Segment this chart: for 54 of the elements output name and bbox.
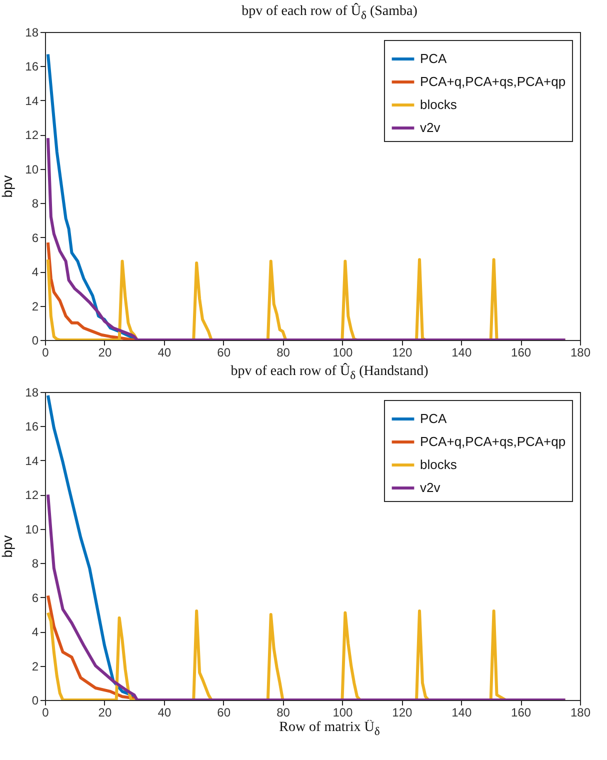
- y-tick-label: 10: [25, 522, 39, 536]
- y-axis-title: bpv: [0, 175, 16, 198]
- y-tick-label: 4: [32, 625, 39, 640]
- y-tick-label: 8: [32, 556, 39, 571]
- y-tick-label: 0: [32, 334, 39, 348]
- y-tick-label: 18: [25, 26, 39, 40]
- x-tick-label: 120: [392, 346, 412, 360]
- y-tick-label: 0: [32, 694, 39, 708]
- x-tick-label: 180: [570, 706, 591, 720]
- legend-label: v2v: [420, 480, 441, 495]
- x-tick-label: 60: [217, 346, 231, 360]
- x-tick-label: 0: [42, 346, 50, 360]
- chart-title: bpv of each row of Û$_{δ}$ (Handstand): [230, 362, 430, 382]
- x-tick-label: 160: [511, 346, 532, 360]
- x-tick-label: 140: [452, 346, 472, 360]
- x-tick-label: 80: [276, 706, 290, 720]
- x-tick-label: 20: [98, 706, 112, 720]
- legend-label: PCA+q,PCA+qs,PCA+qp: [420, 74, 566, 89]
- y-tick-label: 2: [32, 659, 39, 674]
- x-tick-label: 160: [511, 706, 532, 720]
- x-tick-label: 60: [217, 706, 231, 720]
- x-tick-label: 100: [332, 706, 354, 720]
- chart-title: bpv of each row of Û$_{δ}$ (Samba): [240, 2, 418, 22]
- line-series: [46, 493, 567, 700]
- y-axis-title: bpv: [0, 535, 16, 558]
- x-tick-label: 180: [570, 346, 591, 360]
- y-tick-label: 12: [25, 128, 39, 142]
- x-tick-label: 120: [392, 706, 412, 720]
- line-series: [46, 136, 567, 340]
- y-tick-label: 18: [25, 386, 39, 400]
- y-tick-label: 12: [25, 488, 39, 502]
- legend-label: blocks: [420, 97, 458, 112]
- legend-label: blocks: [420, 457, 458, 472]
- legend-label: v2v: [420, 120, 441, 135]
- x-tick-label: 140: [452, 706, 472, 720]
- y-tick-label: 4: [32, 265, 39, 280]
- legend-label: PCA: [420, 411, 448, 426]
- y-tick-label: 14: [25, 94, 39, 108]
- y-tick-label: 6: [32, 230, 39, 245]
- x-tick-label: 20: [98, 346, 112, 360]
- y-tick-label: 6: [32, 590, 39, 605]
- x-tick-label: 80: [276, 346, 290, 360]
- legend-label: PCA: [420, 51, 448, 66]
- x-tick-label: 40: [158, 346, 172, 360]
- y-tick-label: 2: [32, 299, 39, 314]
- x-tick-label: 0: [42, 706, 50, 720]
- y-tick-label: 10: [25, 162, 39, 176]
- x-tick-label: 40: [158, 706, 172, 720]
- y-tick-label: 14: [25, 454, 39, 468]
- x-tick-label: 100: [332, 346, 354, 360]
- legend-label: PCA+q,PCA+qs,PCA+qp: [420, 434, 566, 449]
- y-tick-label: 8: [32, 196, 39, 211]
- y-tick-label: 16: [25, 420, 39, 434]
- y-tick-label: 16: [25, 60, 39, 74]
